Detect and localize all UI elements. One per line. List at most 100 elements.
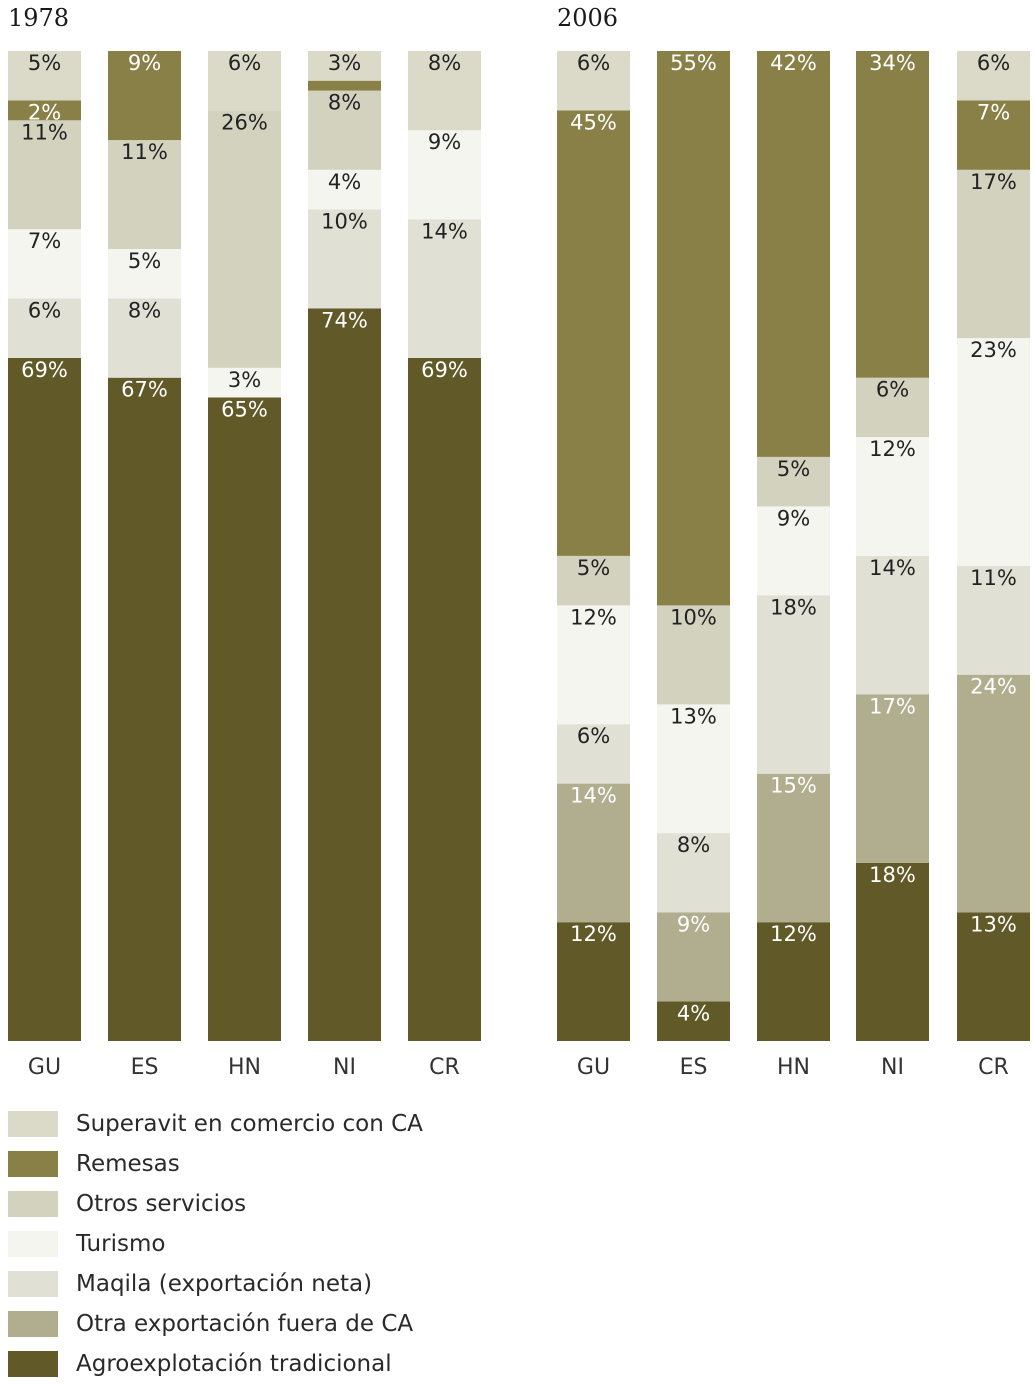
data-label: 4% xyxy=(677,1001,710,1025)
legend-swatch xyxy=(8,1311,58,1337)
bar-segment xyxy=(208,51,281,111)
bar-segment xyxy=(8,120,81,230)
legend-label: Superavit en comercio con CA xyxy=(76,1111,423,1137)
legend: Superavit en comercio con CA Remesas Otr… xyxy=(8,1104,423,1384)
data-label: 15% xyxy=(770,774,817,798)
category-label: NI xyxy=(333,1055,356,1080)
bar-segment xyxy=(557,51,630,111)
data-label: 69% xyxy=(21,358,68,382)
category-label: GU xyxy=(577,1055,610,1080)
bars-1978: 69%6%7%11%2%5%GU67%8%5%11%9%ES65%3%26%6%… xyxy=(8,51,481,1080)
bar-segment xyxy=(408,130,481,220)
bar-segment xyxy=(757,922,830,1041)
bar-segment xyxy=(657,1001,730,1041)
bar-segment xyxy=(557,783,630,923)
legend-swatch xyxy=(8,1151,58,1177)
data-label: 13% xyxy=(970,912,1017,936)
category-label: CR xyxy=(429,1055,460,1080)
bar-segment xyxy=(8,51,81,101)
data-label: 6% xyxy=(977,51,1010,75)
panel-title-1978: 1978 xyxy=(8,4,69,32)
bar-segment xyxy=(408,219,481,358)
data-label: 12% xyxy=(770,922,817,946)
bar-segment xyxy=(657,51,730,606)
data-label: 6% xyxy=(28,299,61,323)
data-label: 14% xyxy=(570,784,617,808)
data-label: 42% xyxy=(770,51,817,75)
legend-label: Maqila (exportación neta) xyxy=(76,1271,373,1297)
bar-segment xyxy=(557,555,630,606)
bar-segment xyxy=(957,100,1030,170)
data-label: 11% xyxy=(121,140,168,164)
data-label: 7% xyxy=(28,229,61,253)
bar-segment xyxy=(308,80,381,91)
legend-item-otra-exportacion: Otra exportación fuera de CA xyxy=(8,1304,423,1344)
legend-swatch xyxy=(8,1351,58,1377)
data-label: 5% xyxy=(577,556,610,580)
legend-label: Remesas xyxy=(76,1151,180,1177)
data-label: 10% xyxy=(670,605,717,629)
bar-segment xyxy=(308,308,381,1041)
data-label: 11% xyxy=(21,120,68,144)
bar-segment xyxy=(957,169,1030,339)
bar-segment xyxy=(408,51,481,131)
bar-segment xyxy=(108,140,181,249)
data-label: 9% xyxy=(428,130,461,154)
legend-label: Otros servicios xyxy=(76,1191,247,1217)
data-label: 8% xyxy=(128,299,161,323)
data-label: 55% xyxy=(670,51,717,75)
category-label: GU xyxy=(28,1055,61,1080)
legend-item-remesas: Remesas xyxy=(8,1144,423,1184)
bar-segment xyxy=(856,377,929,438)
data-label: 8% xyxy=(428,51,461,75)
bar-segment xyxy=(308,209,381,309)
data-label: 26% xyxy=(221,110,268,134)
bar-segment xyxy=(108,298,181,378)
bar-segment xyxy=(208,367,281,398)
bar-segment xyxy=(856,555,929,695)
bar-segment xyxy=(757,456,830,507)
bar-segment xyxy=(108,249,181,299)
data-label: 3% xyxy=(328,51,361,75)
bar-segment xyxy=(308,169,381,210)
category-label: CR xyxy=(978,1055,1009,1080)
data-label: 23% xyxy=(970,338,1017,362)
legend-swatch xyxy=(8,1191,58,1217)
data-label: 69% xyxy=(421,358,468,382)
legend-label: Turismo xyxy=(76,1231,166,1257)
legend-item-agroexplotacion: Agroexplotación tradicional xyxy=(8,1344,423,1384)
legend-label: Otra exportación fuera de CA xyxy=(76,1311,414,1337)
bar-segment xyxy=(957,565,1030,675)
data-label: 65% xyxy=(221,398,268,422)
bars-2006: 12% 14% 6% 12% 5% 45% 6% GU 4% 9% 8% 13% 10% 55% ES 12%… xyxy=(557,51,1030,1080)
data-label: 9% xyxy=(777,506,810,530)
data-label: 6% xyxy=(577,724,610,748)
bar-segment xyxy=(657,912,730,1002)
bar-segment xyxy=(657,704,730,834)
data-label: 34% xyxy=(869,51,916,75)
bar-segment xyxy=(557,110,630,556)
data-label: 12% xyxy=(570,922,617,946)
category-label: HN xyxy=(777,1055,810,1080)
data-label: 17% xyxy=(869,695,916,719)
bar-segment xyxy=(856,51,929,378)
data-label: 5% xyxy=(28,51,61,75)
bar-segment xyxy=(208,110,281,368)
data-label: 4% xyxy=(328,170,361,194)
bar-segment xyxy=(757,51,830,457)
data-label: 18% xyxy=(869,863,916,887)
stacked-bar-figure: 1978 69%6%7%11%2%5%GU67%8%5%11%9%ES65%3%… xyxy=(8,4,1030,1080)
bar-segment xyxy=(657,833,730,913)
data-label: 67% xyxy=(121,378,168,402)
data-label: 12% xyxy=(570,605,617,629)
legend-item-maqila: Maqila (exportación neta) xyxy=(8,1264,423,1304)
category-label: ES xyxy=(680,1055,708,1080)
bar-segment xyxy=(408,357,481,1041)
bar-segment xyxy=(557,724,630,784)
bar-segment xyxy=(208,397,281,1041)
bar-segment xyxy=(8,298,81,358)
data-label: 3% xyxy=(228,368,261,392)
bar-segment xyxy=(957,912,1030,1041)
category-label: ES xyxy=(131,1055,159,1080)
bar-segment xyxy=(856,862,929,1041)
